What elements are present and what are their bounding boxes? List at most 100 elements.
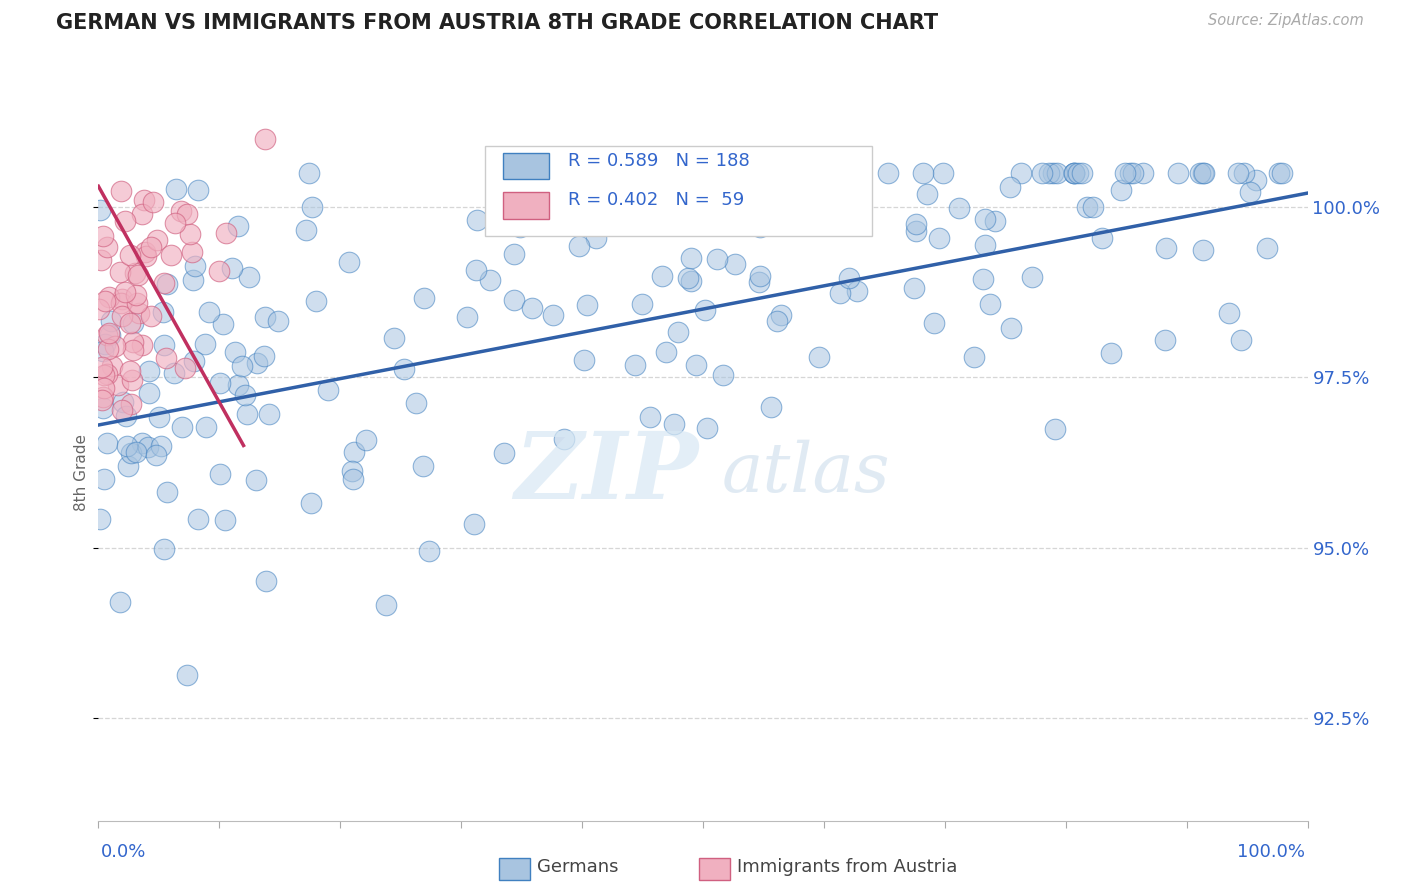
Point	[176, 207, 198, 221]
Point	[117, 439, 139, 453]
Point	[93, 382, 115, 396]
Point	[624, 183, 647, 197]
Text: ZIP: ZIP	[515, 428, 699, 517]
Point	[412, 459, 434, 474]
Point	[974, 238, 997, 252]
Point	[184, 259, 207, 273]
Point	[96, 436, 118, 450]
Point	[94, 293, 117, 308]
Point	[1091, 231, 1114, 245]
Point	[979, 297, 1001, 311]
Point	[1268, 166, 1291, 180]
Point	[1239, 185, 1261, 199]
Text: Germans: Germans	[537, 858, 619, 876]
Point	[621, 169, 644, 183]
Point	[100, 314, 122, 328]
Point	[1226, 166, 1249, 180]
Point	[139, 240, 162, 254]
Point	[152, 276, 174, 290]
Point	[134, 245, 156, 260]
Point	[1081, 200, 1104, 214]
Point	[690, 203, 713, 218]
Point	[633, 166, 655, 180]
Point	[214, 513, 236, 527]
Point	[231, 359, 253, 373]
Point	[194, 419, 217, 434]
Point	[295, 223, 318, 237]
Point	[630, 297, 652, 311]
Point	[94, 336, 117, 351]
Point	[121, 343, 143, 357]
Point	[932, 166, 955, 180]
Point	[181, 273, 204, 287]
Point	[91, 392, 114, 407]
Point	[343, 445, 366, 459]
Point	[169, 204, 191, 219]
Point	[252, 349, 274, 363]
Point	[155, 351, 177, 366]
Text: 100.0%: 100.0%	[1237, 843, 1305, 861]
Point	[711, 368, 734, 382]
Point	[492, 446, 515, 460]
Point	[91, 344, 114, 359]
Point	[267, 314, 290, 328]
Point	[1167, 166, 1189, 180]
Point	[98, 326, 121, 341]
Point	[749, 220, 772, 235]
Point	[695, 303, 717, 318]
Point	[118, 248, 141, 262]
Text: Immigrants from Austria: Immigrants from Austria	[737, 858, 957, 876]
Point	[465, 263, 488, 277]
Point	[176, 668, 198, 682]
Point	[637, 212, 659, 227]
Point	[1076, 200, 1098, 214]
Point	[118, 364, 141, 378]
Point	[153, 337, 176, 351]
Point	[91, 401, 114, 415]
Point	[1000, 320, 1022, 334]
Point	[928, 231, 950, 245]
Point	[465, 213, 488, 227]
Point	[131, 338, 153, 352]
Point	[138, 386, 160, 401]
Point	[131, 207, 153, 221]
Point	[111, 292, 134, 306]
Point	[337, 255, 360, 269]
Point	[1099, 346, 1122, 360]
Point	[298, 166, 321, 180]
Point	[246, 356, 269, 370]
Point	[87, 301, 110, 316]
Point	[149, 439, 172, 453]
Point	[1271, 166, 1294, 180]
Point	[1218, 306, 1240, 320]
Point	[340, 464, 363, 478]
Point	[1192, 244, 1215, 258]
Point	[156, 277, 179, 291]
Point	[974, 212, 997, 227]
Point	[198, 304, 221, 318]
Point	[1071, 166, 1094, 180]
Point	[301, 200, 323, 214]
Point	[721, 166, 744, 180]
Point	[1111, 183, 1133, 197]
Bar	[503, 193, 550, 219]
Point	[520, 301, 543, 315]
Point	[121, 373, 143, 387]
Point	[668, 166, 690, 180]
Point	[624, 358, 647, 372]
Point	[131, 436, 153, 450]
Point	[575, 298, 598, 312]
Point	[558, 166, 581, 180]
Point	[911, 166, 934, 180]
Point	[110, 296, 132, 310]
Point	[153, 542, 176, 557]
Point	[1189, 166, 1212, 180]
Point	[111, 310, 134, 324]
Point	[905, 224, 928, 238]
Point	[235, 407, 257, 421]
Point	[651, 269, 673, 284]
Point	[463, 517, 485, 532]
Point	[181, 245, 204, 260]
Point	[478, 273, 501, 287]
Point	[963, 350, 986, 364]
